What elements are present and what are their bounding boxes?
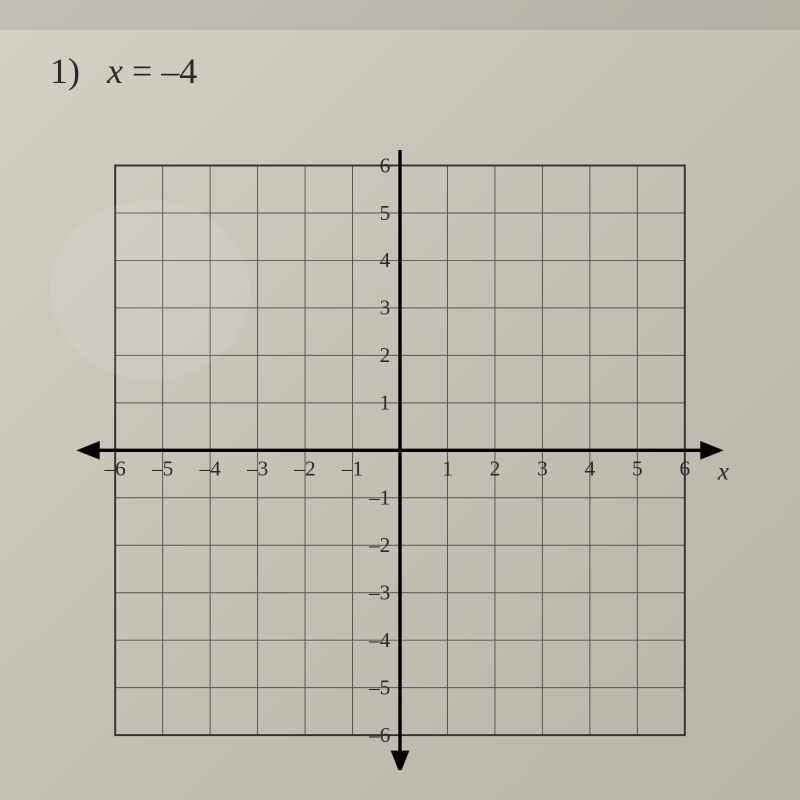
coordinate-grid: –6–5–4–3–2–1123456 –6–5–4–3–2–1123456 x … (35, 150, 765, 770)
problem-number: 1) (50, 51, 80, 91)
equation-rhs: –4 (161, 51, 197, 91)
x-tick: 4 (585, 457, 596, 481)
x-tick: –2 (293, 457, 315, 481)
x-tick: –3 (246, 457, 268, 481)
x-axis-arrow-right (700, 441, 723, 460)
y-tick: 1 (380, 391, 391, 415)
problem-statement: 1) x = –4 (50, 50, 197, 92)
x-axis-arrow-left (76, 441, 99, 460)
x-tick: 3 (537, 457, 548, 481)
y-tick: –4 (368, 628, 391, 652)
x-axis-label: x (717, 458, 729, 485)
y-tick: 4 (380, 248, 391, 272)
y-tick: –3 (368, 581, 390, 605)
y-axis-arrow-down (391, 751, 410, 770)
y-tick: 2 (380, 343, 391, 367)
equation-equals: = (132, 51, 152, 91)
paper-shadow-top (0, 0, 800, 30)
x-tick: 5 (632, 457, 643, 481)
y-tick: –5 (368, 675, 390, 699)
equation-lhs: x (107, 51, 123, 91)
x-tick: 6 (679, 457, 690, 481)
x-tick: –6 (104, 457, 127, 481)
worksheet-page: 1) x = –4 –6–5–4–3–2–1123456 –6–5–4–3–2–… (0, 0, 800, 800)
y-tick: –6 (368, 723, 391, 747)
x-tick-labels: –6 –5 –4 –3 –2 –1 1 2 3 4 5 6 (104, 457, 691, 481)
x-tick: –5 (151, 457, 173, 481)
x-tick: –1 (341, 457, 363, 481)
y-tick: –1 (368, 486, 390, 510)
x-tick: 2 (490, 457, 501, 481)
y-tick: 3 (380, 296, 391, 320)
y-tick: 5 (380, 201, 391, 225)
x-tick: 1 (442, 457, 453, 481)
y-tick: 6 (380, 153, 391, 177)
y-tick: –2 (368, 533, 390, 557)
grid-svg: –6–5–4–3–2–1123456 –6–5–4–3–2–1123456 x … (35, 150, 765, 770)
x-tick: –4 (198, 457, 221, 481)
